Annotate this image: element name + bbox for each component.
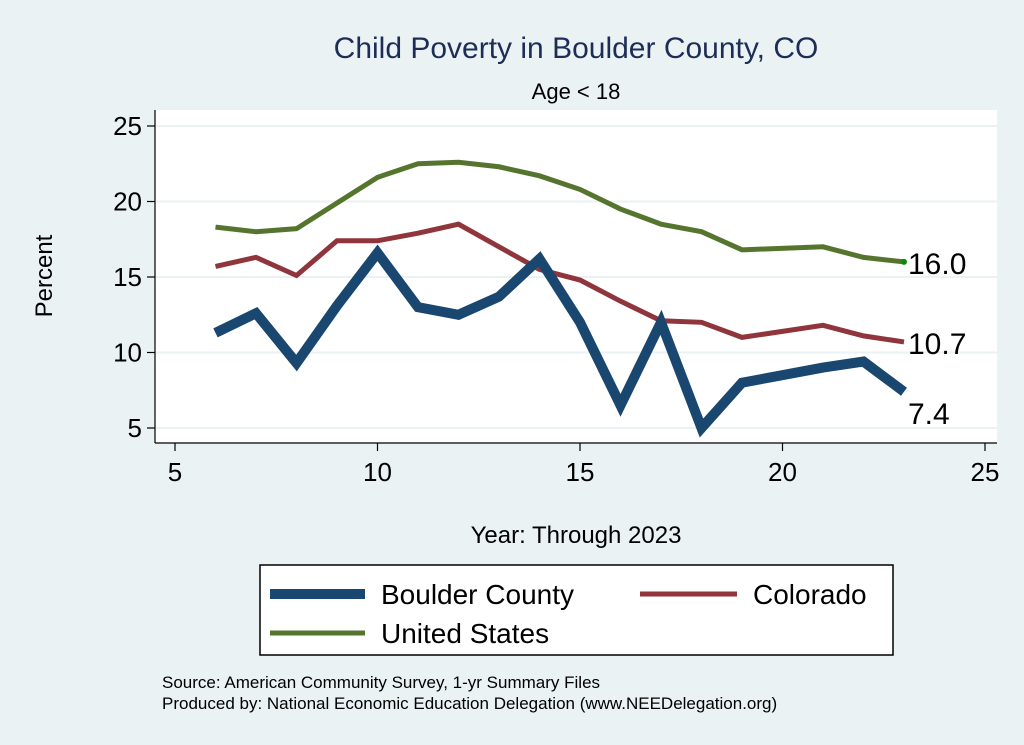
legend: Boulder County Colorado United States — [259, 564, 894, 656]
y-tick-label: 25 — [113, 111, 142, 141]
x-tick-label: 15 — [566, 457, 595, 487]
legend-label-colorado: Colorado — [753, 579, 867, 610]
y-tick-label: 15 — [113, 262, 142, 292]
x-tick-label: 5 — [168, 457, 182, 487]
y-tick-label: 5 — [128, 413, 142, 443]
end-label: 7.4 — [908, 398, 950, 431]
producer-note: Produced by: National Economic Education… — [162, 694, 777, 713]
y-axis-label: Percent — [31, 234, 58, 317]
source-note: Source: American Community Survey, 1-yr … — [162, 673, 600, 692]
x-tick-label: 20 — [768, 457, 797, 487]
end-label: 10.7 — [908, 328, 966, 361]
x-axis-label: Year: Through 2023 — [471, 522, 682, 549]
end-marker — [901, 258, 907, 265]
legend-label-boulder: Boulder County — [381, 579, 574, 610]
chart-title: Child Poverty in Boulder County, CO — [334, 32, 819, 65]
y-tick-label: 10 — [113, 338, 142, 368]
y-tick-label: 20 — [113, 187, 142, 217]
chart-subtitle: Age < 18 — [532, 79, 621, 104]
legend-label-us: United States — [381, 618, 549, 649]
end-label: 16.0 — [908, 248, 966, 281]
x-tick-label: 10 — [363, 457, 392, 487]
x-tick-label: 25 — [971, 457, 1000, 487]
